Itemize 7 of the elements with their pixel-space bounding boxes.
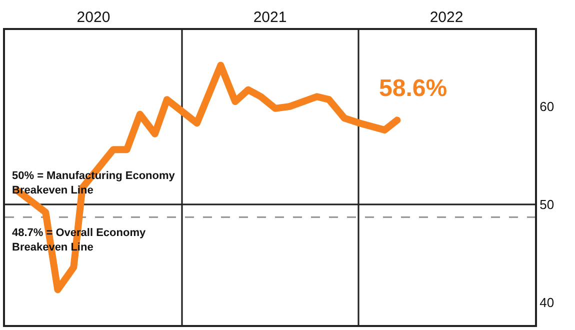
y-tick-label: 40 (540, 295, 554, 310)
annotation: 58.6% (379, 75, 448, 102)
y-tick-label: 60 (540, 99, 554, 114)
x-tick-label: 2020 (76, 9, 110, 26)
x-tick-label: 2021 (253, 9, 287, 26)
x-tick-label: 2022 (430, 9, 464, 26)
y-tick-label: 50 (540, 197, 554, 212)
